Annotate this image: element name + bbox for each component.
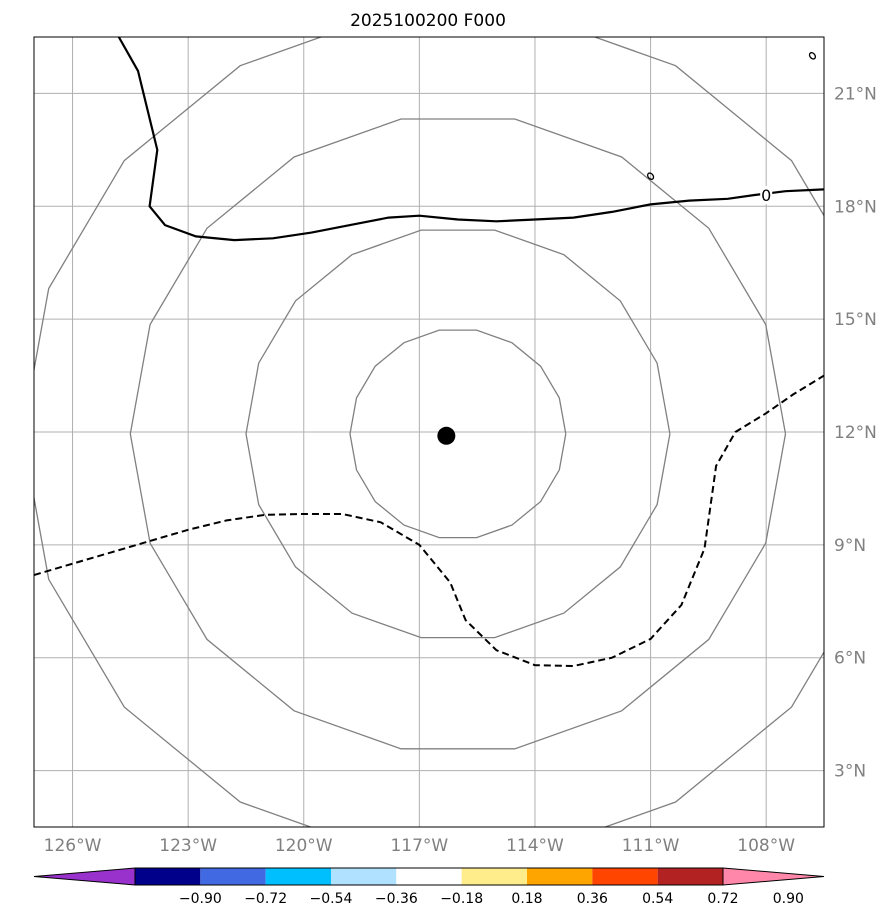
colorbar-segment (527, 868, 593, 885)
colorbar-segment (461, 868, 527, 885)
colorbar-segment (135, 868, 201, 885)
colorbar-segment (331, 868, 397, 885)
lon-tick-label: 120°W (275, 836, 333, 856)
latitude-labels: 21°N 18°N 15°N 12°N 9°N 6°N 3°N (834, 84, 877, 781)
lon-tick-label: 126°W (44, 836, 102, 856)
range-rings (34, 37, 824, 827)
zero-contour: 0 (34, 37, 824, 668)
zero-contour-dashed (34, 374, 824, 668)
contour-label-bg (760, 186, 773, 204)
colorbar-segment (592, 868, 658, 885)
colorbar-tick-label: 0.54 (642, 891, 673, 907)
colorbar-tick-label: 0.72 (707, 891, 738, 907)
colorbar-extend-max (722, 867, 825, 886)
colorbar-tick-label: −0.18 (440, 891, 483, 907)
range-ring (129, 118, 787, 750)
lat-tick-label: 12°N (834, 423, 877, 443)
zero-contour-solid (117, 37, 824, 242)
lat-tick-label: 18°N (834, 197, 877, 217)
colorbar-extend-min (33, 867, 136, 886)
storm-center (437, 426, 456, 445)
lon-tick-label: 123°W (159, 836, 217, 856)
colorbar-segment (265, 868, 331, 885)
contour-label: 0 (761, 186, 771, 205)
colorbar-tick-label: −0.90 (179, 891, 222, 907)
range-ring (349, 329, 567, 539)
lon-tick-label: 108°W (737, 836, 795, 856)
lat-tick-label: 9°N (834, 536, 866, 556)
lon-tick-label: 111°W (622, 836, 680, 856)
gridlines (34, 37, 824, 827)
lon-tick-label: 117°W (390, 836, 448, 856)
colorbar-tick-label: −0.54 (310, 891, 353, 907)
storm-center-marker (437, 426, 456, 445)
lat-tick-label: 3°N (834, 762, 866, 782)
colorbar-outline (134, 867, 724, 886)
map-title: 2025100200 F000 (350, 11, 506, 31)
colorbar-segment (657, 868, 723, 885)
colorbar-segment (200, 868, 266, 885)
colorbar-tick-label: −0.36 (375, 891, 418, 907)
lat-tick-label: 15°N (834, 310, 877, 330)
lat-tick-label: 21°N (834, 84, 877, 104)
small-contour (808, 52, 817, 60)
colorbar-tick-label: 0.90 (773, 891, 804, 907)
range-ring (245, 229, 671, 639)
longitude-labels: 126°W 123°W 120°W 117°W 114°W 111°W 108°W (44, 836, 796, 856)
colorbar-tick-label: 0.18 (511, 891, 542, 907)
range-ring (34, 37, 824, 827)
lon-tick-label: 114°W (506, 836, 564, 856)
colorbar-tick-label: −0.72 (244, 891, 287, 907)
map-frame (33, 36, 825, 828)
colorbar: −0.90 −0.72 −0.54 −0.36 −0.18 0.18 0.36 0.54 0.7… (33, 867, 825, 907)
colorbar-tick-label: 0.36 (577, 891, 608, 907)
small-contour (646, 172, 655, 180)
colorbar-segment (396, 868, 462, 885)
lat-tick-label: 6°N (834, 649, 866, 669)
